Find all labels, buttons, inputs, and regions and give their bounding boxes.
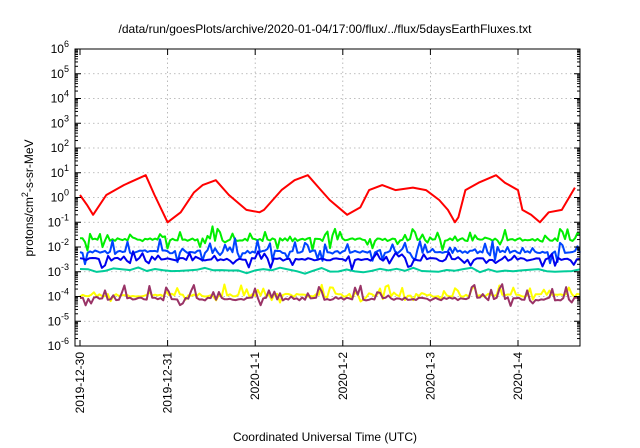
- y-tick-label: 102: [51, 138, 69, 155]
- series-line: [79, 266, 581, 275]
- series-line: [79, 250, 581, 271]
- axis-ticks: [75, 48, 580, 347]
- y-tick-label: 101: [51, 163, 69, 180]
- y-tick-label: 10-5: [48, 311, 69, 328]
- x-tick-label: 2019-12-30: [73, 352, 87, 414]
- y-tick-labels: 10-6 10-5 10-4 10-3 10-2 10-1 100 101 102 103 104 1…: [48, 39, 69, 353]
- y-tick-label: 10-1: [48, 212, 69, 229]
- series-line: [79, 237, 581, 266]
- y-tick-label: 10-6: [48, 336, 69, 353]
- y-tick-label: 10-3: [48, 262, 69, 279]
- y-tick-label: 104: [51, 89, 69, 106]
- x-axis-label: Coordinated Universal Time (UTC): [233, 430, 417, 444]
- series-line: [79, 174, 576, 224]
- x-tick-label: 2020-1-3: [423, 352, 437, 400]
- y-tick-label: 103: [51, 113, 69, 130]
- series-layer: [79, 174, 581, 307]
- y-tick-label: 10-2: [48, 237, 69, 254]
- y-axis-label-exp: 2: [20, 192, 30, 197]
- series-line: [80, 225, 581, 252]
- y-axis-label-main: protons/cm: [22, 197, 36, 256]
- y-axis-label-rest: -s-sr-MeV: [22, 139, 36, 192]
- y-tick-label: 106: [51, 39, 69, 56]
- chart-title: /data/run/goesPlots/archive/2020-01-04/1…: [119, 22, 533, 36]
- x-tick-label: 2020-1-1: [248, 352, 262, 400]
- y-axis-label: protons/cm2-s-sr-MeV: [20, 139, 36, 256]
- x-tick-label: 2020-1-4: [511, 352, 525, 400]
- series-line: [79, 283, 581, 307]
- y-tick-label: 10-4: [48, 287, 69, 304]
- x-tick-label: 2019-12-31: [161, 352, 175, 414]
- x-tick-labels: 2019-12-30 2019-12-31 2020-1-1 2020-1-2 2020…: [73, 352, 525, 414]
- y-tick-label: 100: [51, 188, 69, 205]
- x-tick-label: 2020-1-2: [336, 352, 350, 400]
- y-tick-label: 105: [51, 64, 69, 81]
